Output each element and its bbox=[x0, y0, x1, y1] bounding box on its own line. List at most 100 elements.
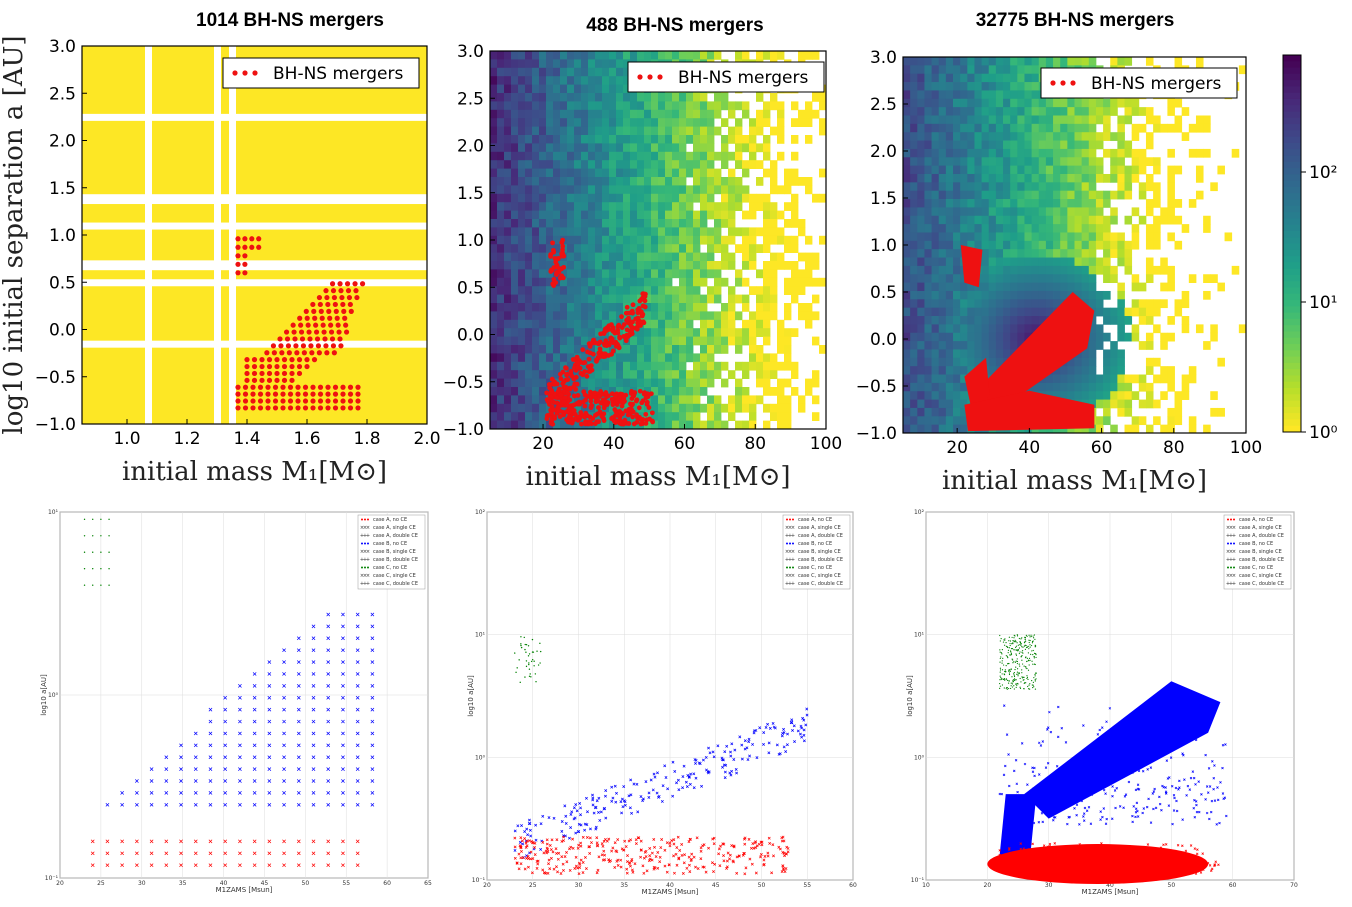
heatmap-cell bbox=[910, 182, 918, 192]
data-point bbox=[563, 855, 567, 858]
heatmap-cell bbox=[511, 252, 519, 262]
merger-point bbox=[571, 402, 577, 408]
heatmap-cell bbox=[1017, 215, 1025, 225]
heatmap-cell bbox=[1153, 357, 1161, 367]
heatmap-cell bbox=[924, 73, 932, 83]
legend-marker: + bbox=[363, 533, 367, 539]
heatmap-cell bbox=[504, 51, 512, 60]
heatmap-cell bbox=[546, 244, 554, 253]
heatmap-cell bbox=[1138, 341, 1147, 350]
heatmap-cell bbox=[490, 412, 498, 421]
data-point bbox=[529, 673, 531, 675]
heatmap-cell bbox=[588, 328, 596, 337]
heatmap-cell bbox=[931, 349, 940, 359]
merger-point bbox=[562, 395, 568, 401]
heatmap-cell bbox=[1017, 157, 1025, 167]
heatmap-cell bbox=[960, 382, 968, 392]
legend: BH-NS mergers bbox=[627, 61, 825, 93]
heatmap-cell bbox=[679, 185, 687, 195]
data-point bbox=[296, 839, 301, 844]
heatmap-cell bbox=[784, 420, 792, 430]
heatmap-cell bbox=[1181, 382, 1190, 392]
heatmap-cell bbox=[651, 219, 659, 228]
data-point bbox=[282, 707, 286, 712]
heatmap-cell bbox=[1045, 282, 1054, 292]
heatmap-cell bbox=[686, 227, 694, 237]
heatmap-cell bbox=[924, 274, 932, 283]
heatmap-cell bbox=[995, 316, 1004, 325]
data-point bbox=[252, 731, 257, 736]
data-point bbox=[267, 779, 272, 783]
heatmap-cell bbox=[1053, 374, 1061, 384]
heatmap-cell bbox=[1074, 57, 1083, 66]
heatmap-cell bbox=[1003, 132, 1011, 141]
heatmap-cell bbox=[967, 232, 975, 242]
heatmap-cell bbox=[1238, 324, 1247, 334]
heatmap-cell bbox=[518, 51, 526, 60]
heatmap-cell bbox=[511, 227, 519, 237]
heatmap-cell bbox=[1103, 190, 1111, 200]
heatmap-cell bbox=[707, 202, 715, 211]
data-point bbox=[729, 773, 733, 777]
heatmap-cell bbox=[763, 420, 771, 430]
heatmap-cell bbox=[770, 101, 778, 111]
heatmap-cell bbox=[588, 151, 596, 161]
heatmap-cell bbox=[651, 109, 659, 119]
data-point bbox=[238, 755, 242, 760]
heatmap-cell bbox=[924, 282, 932, 292]
heatmap-cell bbox=[567, 261, 575, 270]
heatmap-cell bbox=[1017, 98, 1025, 108]
heatmap-cell bbox=[672, 177, 680, 186]
heatmap-cell bbox=[651, 160, 659, 169]
data-point bbox=[521, 842, 525, 846]
heatmap-cell bbox=[658, 378, 666, 388]
merger-point bbox=[545, 399, 551, 404]
heatmap-cell bbox=[960, 224, 968, 233]
heatmap-cell bbox=[609, 160, 617, 169]
heatmap-cell bbox=[637, 135, 645, 144]
heatmap-cell bbox=[504, 160, 512, 169]
heatmap-cell bbox=[924, 299, 932, 309]
heatmap-cell bbox=[539, 143, 547, 153]
data-point bbox=[326, 755, 331, 760]
data-point bbox=[597, 810, 600, 814]
data-point bbox=[584, 796, 588, 800]
heatmap-cell bbox=[917, 416, 925, 426]
heatmap-cell bbox=[742, 261, 750, 270]
heatmap-cell bbox=[917, 90, 925, 100]
heatmap-cell bbox=[651, 101, 659, 111]
data-point bbox=[692, 772, 696, 776]
merger-point bbox=[567, 386, 573, 392]
heatmap-cell bbox=[672, 378, 680, 388]
heatmap-cell bbox=[693, 370, 701, 379]
heatmap-cell bbox=[931, 57, 940, 66]
data-point bbox=[355, 791, 360, 795]
heatmap-cell bbox=[988, 90, 997, 100]
merger-point bbox=[235, 236, 241, 242]
heatmap-cell bbox=[1145, 107, 1154, 116]
heatmap-cell bbox=[588, 177, 596, 186]
data-point bbox=[108, 535, 110, 537]
heatmap-cell bbox=[981, 157, 990, 167]
heatmap-cell bbox=[546, 93, 554, 102]
data-point bbox=[530, 676, 532, 678]
heatmap-cell bbox=[995, 299, 1004, 309]
heatmap-cell bbox=[532, 303, 540, 312]
colorbar-step bbox=[1283, 136, 1301, 144]
merger-point bbox=[629, 324, 635, 330]
heatmap-cell bbox=[553, 303, 561, 312]
heatmap-cell bbox=[1167, 366, 1175, 375]
heatmap-cell bbox=[616, 143, 624, 153]
heatmap-cell bbox=[490, 387, 498, 396]
heatmap-cell bbox=[616, 269, 624, 279]
heatmap-cell bbox=[974, 224, 983, 233]
heatmap-cell bbox=[988, 366, 997, 375]
colorbar-step bbox=[1283, 394, 1301, 402]
heatmap-cell bbox=[497, 261, 505, 270]
heatmap-cell bbox=[637, 378, 645, 388]
heatmap-cell bbox=[735, 294, 743, 304]
heatmap-cell bbox=[960, 132, 968, 141]
heatmap-cell bbox=[658, 345, 666, 354]
heatmap-cell bbox=[910, 107, 918, 116]
